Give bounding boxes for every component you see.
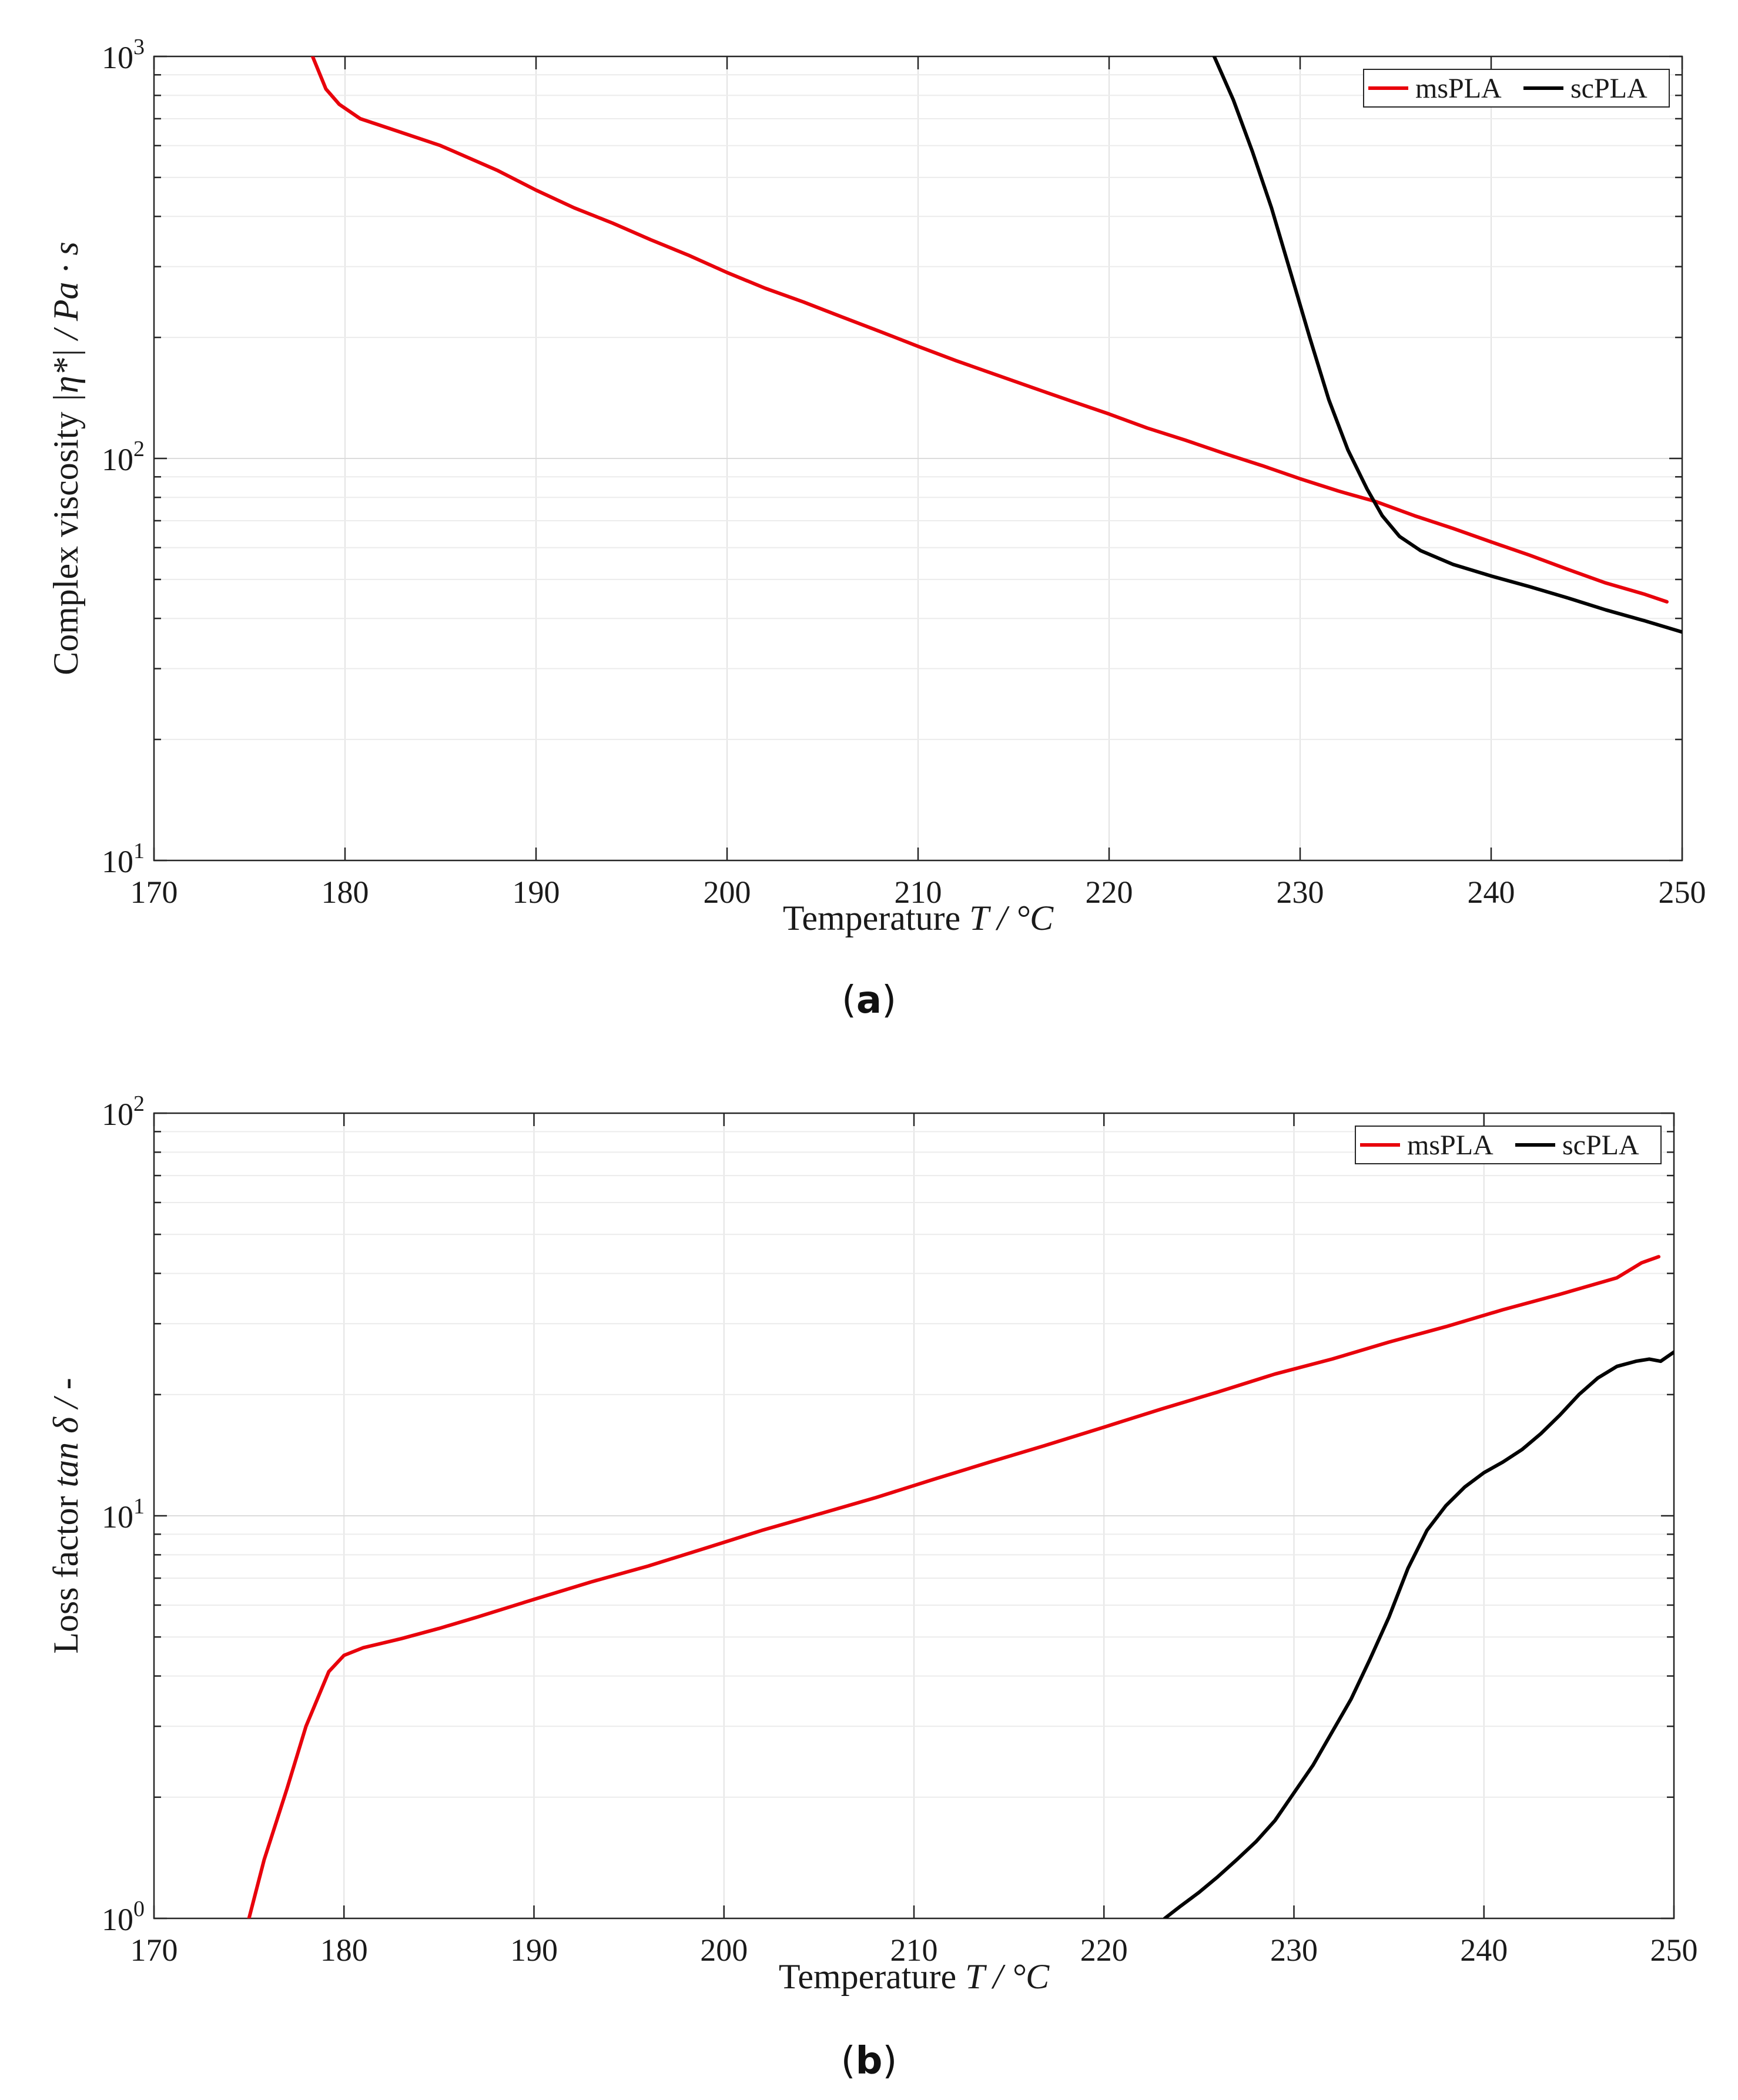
x-tick-label: 210 (890, 1932, 938, 1968)
legend-label-msPLA: msPLA (1415, 73, 1502, 104)
x-tick-label: 220 (1080, 1932, 1128, 1968)
x-tick-label: 170 (130, 875, 178, 910)
x-tick-label: 230 (1277, 875, 1324, 910)
x-tick-label: 200 (704, 875, 751, 910)
y-tick-label: 101 (102, 839, 145, 879)
x-tick-label: 250 (1650, 1932, 1698, 1968)
series-line-msPLA (310, 56, 1669, 604)
series-group (310, 56, 1682, 634)
x-tick-label: 190 (510, 1932, 558, 1968)
y-tick-label: 102 (102, 1091, 145, 1132)
y-tick-label: 102 (102, 437, 145, 477)
legend-label-msPLA: msPLA (1407, 1130, 1493, 1161)
caption-a: (a) (841, 979, 897, 1022)
y-tick-label: 103 (102, 35, 145, 75)
x-tick-label: 220 (1086, 875, 1133, 910)
grid (153, 1113, 1675, 1919)
series-line-scPLA (1212, 56, 1682, 634)
legend-box (1355, 1126, 1662, 1164)
x-tick-label: 230 (1270, 1932, 1318, 1968)
y-axis-label: Complex viscosity |η*| / Pa · s (46, 242, 85, 675)
x-tick-label: 240 (1468, 875, 1515, 910)
x-tick-label: 200 (700, 1932, 748, 1968)
legend-label-scPLA: scPLA (1562, 1130, 1639, 1161)
chart-panel-b: 170 180 190 200 210 220 230 240 250 100 101 102 Temp… (46, 1091, 1698, 1996)
chart-panel-a: 170 180 190 200 210 220 230 240 250 101 102 103 Temp… (46, 35, 1706, 937)
x-axis-label: Temperature T / °C (779, 1957, 1050, 1996)
legend-label-scPLA: scPLA (1570, 73, 1647, 104)
legend-box (1363, 69, 1670, 108)
x-tick-label: 190 (513, 875, 560, 910)
legend: msPLA scPLA (1355, 1126, 1662, 1164)
x-axis-label: Temperature T / °C (783, 899, 1054, 937)
y-tick-label: 101 (102, 1494, 145, 1535)
x-tick-label: 250 (1659, 875, 1706, 910)
x-tick-label: 180 (320, 1932, 368, 1968)
series-line-scPLA (1163, 1350, 1674, 1918)
series-group (247, 1255, 1674, 1918)
x-tick-label: 180 (322, 875, 369, 910)
series-line-msPLA (247, 1255, 1661, 1918)
y-tick-label: 100 (102, 1897, 145, 1937)
x-tick-label: 170 (130, 1932, 178, 1968)
grid (153, 56, 1683, 861)
x-tick-label: 240 (1460, 1932, 1508, 1968)
y-axis-label: Loss factor tan δ / - (46, 1378, 85, 1653)
legend: msPLA scPLA (1363, 69, 1670, 108)
x-tick-label: 210 (895, 875, 942, 910)
caption-b: (b) (840, 2039, 898, 2083)
